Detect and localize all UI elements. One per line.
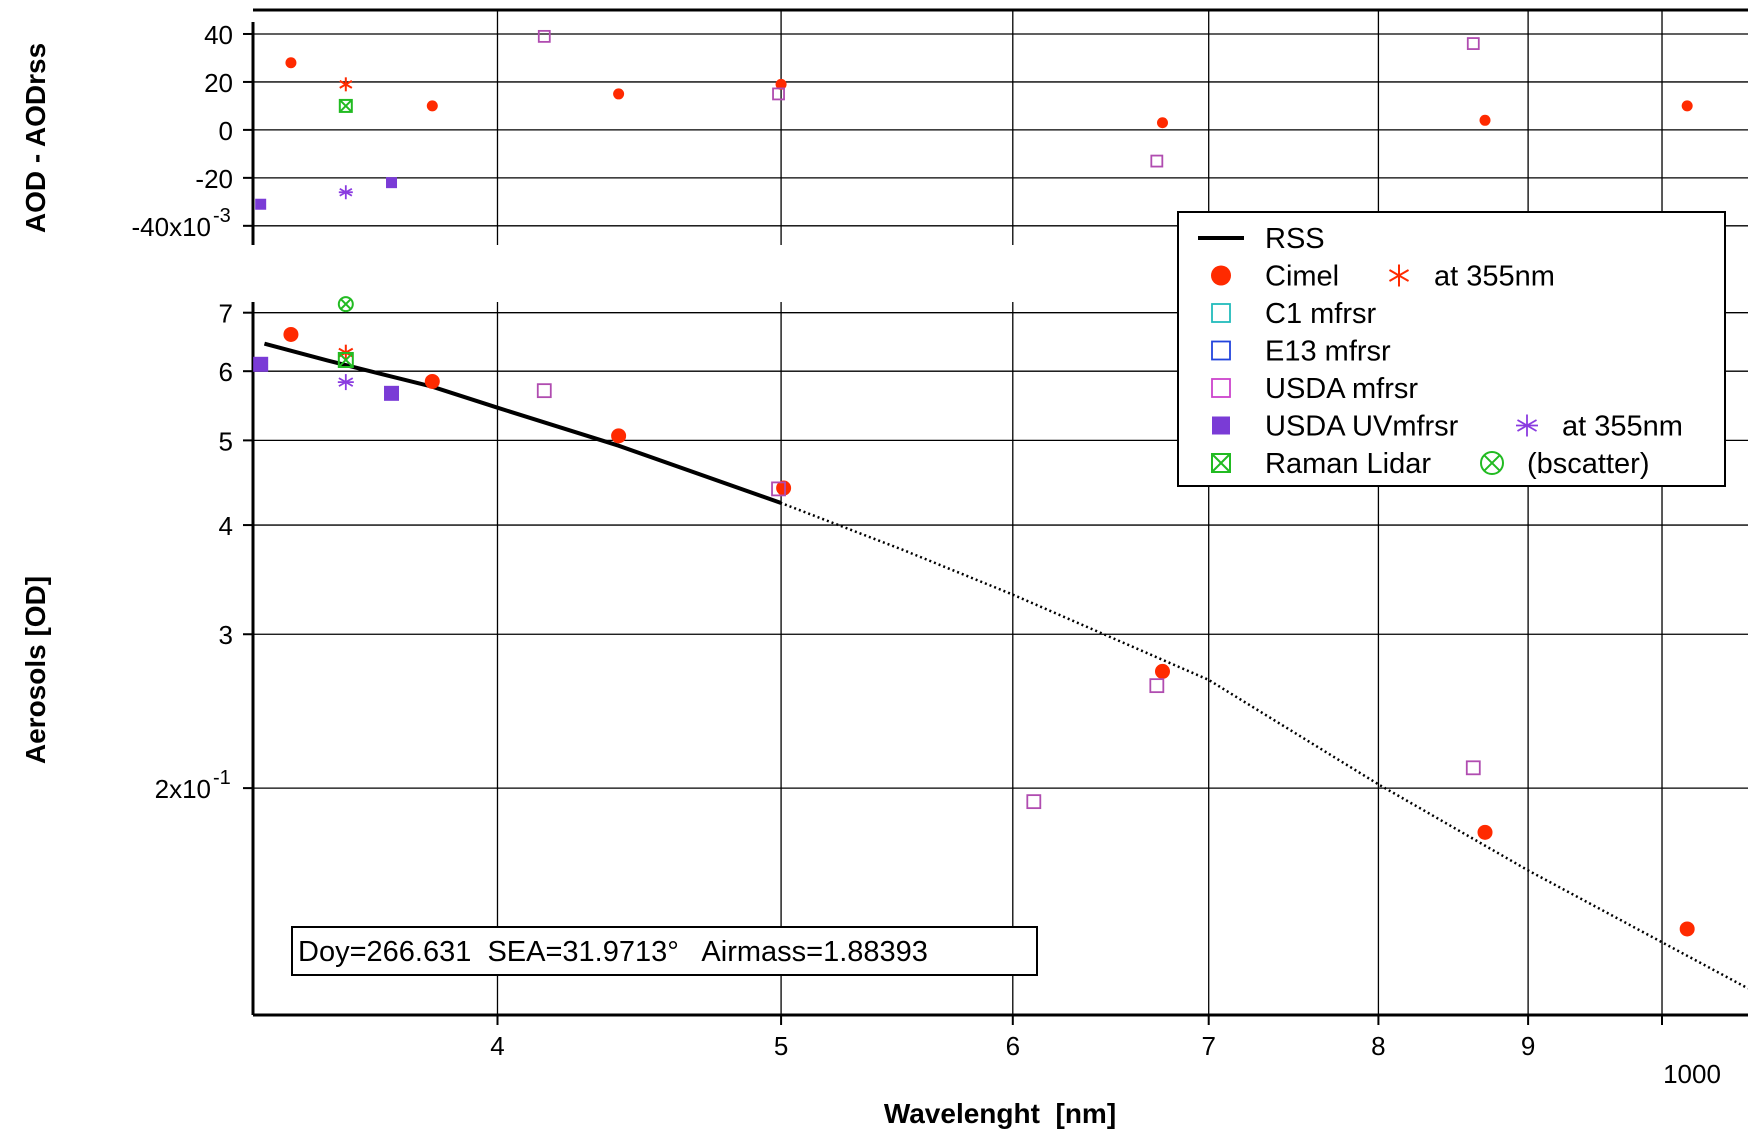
main-point bbox=[611, 428, 626, 443]
legend-label: RSS bbox=[1265, 223, 1325, 255]
main-y-tick-label: 2x10 bbox=[155, 774, 211, 804]
main-y-tick-label: 3 bbox=[219, 620, 233, 650]
main-point bbox=[538, 384, 551, 397]
main-point bbox=[1478, 825, 1493, 840]
residual-y-tick-label: 0 bbox=[219, 116, 233, 146]
legend-marker bbox=[1211, 266, 1231, 286]
residual-point bbox=[613, 88, 624, 99]
main-point bbox=[1027, 795, 1040, 808]
residual-point bbox=[773, 88, 784, 99]
main-point bbox=[339, 297, 353, 311]
residual-point bbox=[427, 100, 438, 111]
legend-label: C1 mfrsr bbox=[1265, 298, 1377, 330]
legend-label-secondary: (bscatter) bbox=[1527, 448, 1649, 480]
main-y-axis-title: Aerosols [OD] bbox=[20, 576, 51, 764]
legend-label: Raman Lidar bbox=[1265, 448, 1431, 480]
x-axis-title: Wavelenght [nm] bbox=[884, 1098, 1116, 1129]
residual-point bbox=[339, 185, 353, 199]
grid-lines bbox=[253, 10, 1748, 1015]
residual-point bbox=[285, 57, 296, 68]
x-tick-label: 6 bbox=[1006, 1031, 1020, 1061]
residual-y-tick-label: -20 bbox=[195, 164, 233, 194]
main-y-tick-label: 5 bbox=[219, 426, 233, 456]
x-tick-label: 7 bbox=[1201, 1031, 1215, 1061]
x-tick-label: 5 bbox=[774, 1031, 788, 1061]
main-point bbox=[1150, 679, 1163, 692]
residual-y-tick-label: -40x10 bbox=[132, 212, 212, 242]
legend: RSS Cimel at 355nm C1 mfrsr E13 mfrsr USDA mf… bbox=[1178, 212, 1725, 486]
x-tick-label: 8 bbox=[1371, 1031, 1385, 1061]
residual-y-tick-label: 20 bbox=[204, 68, 233, 98]
legend-label-secondary: at 355nm bbox=[1562, 411, 1683, 443]
residual-point bbox=[340, 100, 352, 112]
residual-y-tick-label: 40 bbox=[204, 20, 233, 50]
legend-marker bbox=[1212, 417, 1230, 435]
main-point bbox=[283, 327, 298, 342]
residual-point bbox=[1151, 156, 1162, 167]
main-point bbox=[425, 374, 440, 389]
residual-y-tick-exponent: -3 bbox=[213, 205, 231, 227]
main-y-tick-exponent: -1 bbox=[213, 767, 231, 789]
axes bbox=[243, 10, 1748, 1025]
main-point bbox=[1155, 664, 1170, 679]
residual-point bbox=[1468, 38, 1479, 49]
x-tick-label: 9 bbox=[1521, 1031, 1535, 1061]
main-point bbox=[253, 357, 268, 372]
x-tick-label: 4 bbox=[490, 1031, 504, 1061]
main-point bbox=[338, 374, 354, 390]
annotation-box: Doy=266.631 SEA=31.9713° Airmass=1.88393 bbox=[292, 927, 1037, 975]
main-y-tick-label: 6 bbox=[219, 357, 233, 387]
x-tick-label: 1000 bbox=[1663, 1059, 1721, 1089]
annotation-text: Doy=266.631 SEA=31.9713° Airmass=1.88393 bbox=[298, 936, 928, 968]
residual-point bbox=[1682, 100, 1693, 111]
residual-point bbox=[386, 177, 397, 188]
legend-label: USDA UVmfrsr bbox=[1265, 411, 1459, 443]
residual-point bbox=[1157, 117, 1168, 128]
legend-label: USDA mfrsr bbox=[1265, 373, 1418, 405]
residual-point bbox=[255, 199, 266, 210]
main-point bbox=[1680, 921, 1695, 936]
main-y-tick-label: 7 bbox=[219, 299, 233, 329]
residual-y-axis-title: AOD - AODrss bbox=[20, 43, 51, 233]
main-y-tick-label: 4 bbox=[219, 511, 233, 541]
main-point bbox=[384, 386, 399, 401]
residual-point bbox=[340, 77, 352, 91]
residual-point bbox=[1480, 115, 1491, 126]
main-point bbox=[1467, 761, 1480, 774]
legend-label: Cimel bbox=[1265, 261, 1339, 293]
legend-label: E13 mfrsr bbox=[1265, 336, 1391, 368]
legend-label-secondary: at 355nm bbox=[1434, 261, 1555, 293]
residual-point bbox=[539, 31, 550, 42]
